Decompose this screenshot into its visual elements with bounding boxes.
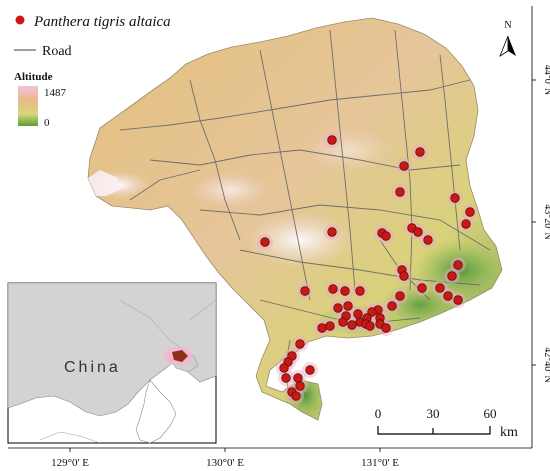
legend-altitude-ramp	[18, 86, 38, 126]
tiger-point	[295, 381, 305, 391]
legend: Panthera tigris altaica Road Altitude 14…	[14, 14, 171, 129]
tiger-point	[317, 323, 327, 333]
tiger-point	[395, 291, 405, 301]
tiger-point	[381, 323, 391, 333]
tiger-point	[343, 301, 353, 311]
tiger-point	[327, 135, 337, 145]
tiger-point	[453, 260, 463, 270]
lon-tick-130: 130°0' E	[206, 457, 244, 469]
tiger-point	[305, 365, 315, 375]
legend-altitude-max: 1487	[44, 87, 67, 99]
tiger-point	[347, 320, 357, 330]
tiger-point	[338, 317, 348, 327]
tiger-point	[300, 286, 310, 296]
north-label: N	[504, 20, 511, 31]
tiger-point	[435, 283, 445, 293]
tiger-point	[260, 237, 270, 247]
tiger-point	[327, 227, 337, 237]
scale-bar: 0 30 60 km	[375, 406, 518, 440]
graticule	[8, 6, 536, 452]
tiger-point	[281, 373, 291, 383]
scale-unit: km	[500, 425, 518, 440]
scale-tick-60: 60	[484, 406, 497, 421]
tiger-point	[355, 286, 365, 296]
tiger-point	[387, 301, 397, 311]
tiger-point	[461, 219, 471, 229]
tiger-point	[367, 307, 377, 317]
tiger-point	[328, 284, 338, 294]
tiger-point	[415, 147, 425, 157]
lat-tick-4320: 43°20' N	[542, 204, 550, 240]
inset-map: China	[7, 282, 217, 444]
tiger-point	[450, 193, 460, 203]
inset-country-label: China	[64, 359, 121, 376]
legend-road-label: Road	[42, 44, 72, 59]
north-arrow: N	[499, 20, 516, 57]
tiger-point	[295, 339, 305, 349]
tiger-point	[340, 286, 350, 296]
tiger-point	[333, 303, 343, 313]
tiger-point	[465, 207, 475, 217]
legend-altitude-title: Altitude	[14, 71, 53, 83]
legend-altitude-min: 0	[44, 117, 50, 129]
tiger-point	[353, 309, 363, 319]
tiger-point	[365, 321, 375, 331]
legend-species-label: Panthera tigris altaica	[33, 14, 171, 30]
tiger-point	[453, 295, 463, 305]
tiger-point	[395, 187, 405, 197]
tiger-point	[443, 291, 453, 301]
tiger-point	[447, 271, 457, 281]
tiger-point	[423, 235, 433, 245]
tiger-point	[413, 227, 423, 237]
inset-study-area	[172, 350, 188, 362]
tiger-point	[399, 271, 409, 281]
lat-tick-4240: 42°40' N	[542, 347, 550, 383]
scale-tick-30: 30	[427, 406, 440, 421]
tiger-point	[279, 363, 289, 373]
lat-tick-44: 44°0' N	[542, 65, 550, 96]
tiger-point	[417, 283, 427, 293]
tiger-point	[399, 161, 409, 171]
lon-tick-131: 131°0' E	[361, 457, 399, 469]
tiger-point	[381, 231, 391, 241]
scale-tick-0: 0	[375, 406, 382, 421]
north-arrow-icon	[508, 36, 516, 56]
tiger-point	[293, 373, 303, 383]
legend-tiger-symbol	[15, 15, 25, 25]
lon-tick-129: 129°0' E	[51, 457, 89, 469]
tiger-point	[291, 391, 301, 401]
tiger-point	[325, 321, 335, 331]
tiger-occurrence-points	[257, 132, 478, 404]
